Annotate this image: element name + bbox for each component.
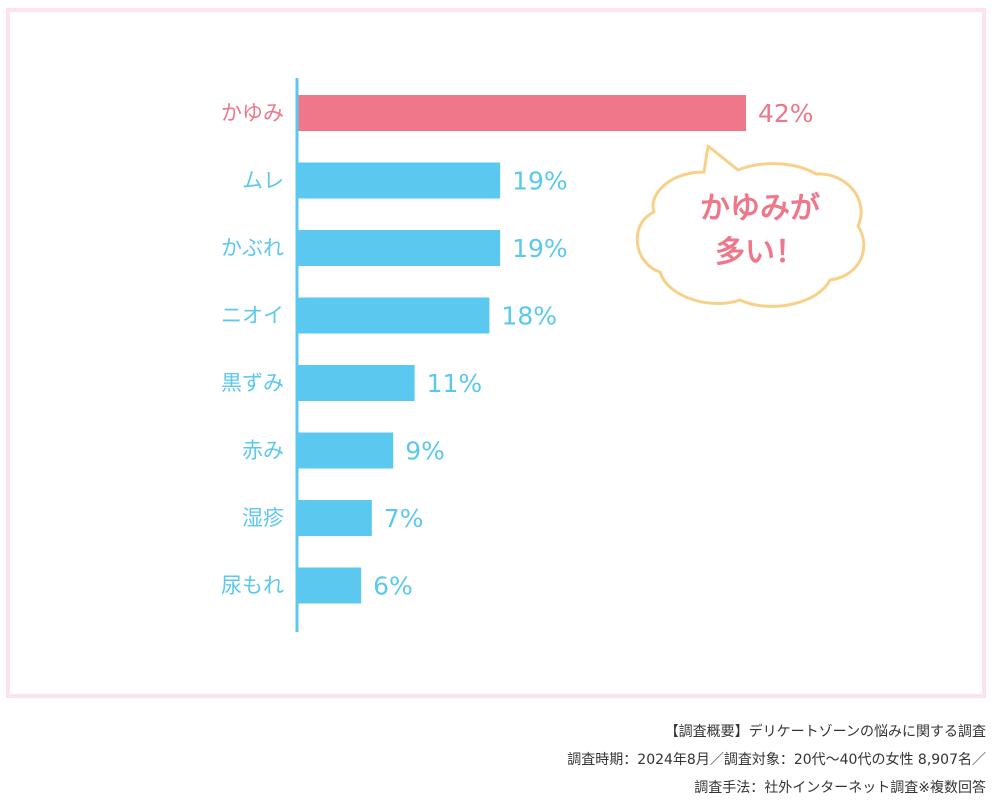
bar-7 [297,567,362,604]
bar-3 [297,297,490,334]
bar-0 [297,95,746,131]
bar-4 [297,365,415,401]
survey-period-target: 調査時期：2024年8月／調査対象：20代〜40代の女性 8,907名／ [567,752,986,768]
category-label-3: ニオイ [221,304,284,328]
category-label-2: かぶれ [221,236,284,260]
value-label-0: 42% [758,99,814,128]
bar-chart: かゆみ 42% ムレ 19% かぶれ 19% ニオイ 18% 黒ずみ 11% 赤み 9% 湿疹 7% 尿もれ… [221,78,866,632]
category-label-1: ムレ [242,169,284,193]
survey-notes: 【調査概要】デリケートゾーンの悩みに関する調査 調査時期：2024年8月／調査対… [567,718,986,802]
survey-summary: 【調査概要】デリケートゾーンの悩みに関する調査 [664,724,986,740]
bar-5 [297,432,394,469]
callout-line-2: 多い！ [715,235,805,270]
value-label-3: 18% [501,302,557,331]
survey-method: 調査手法：社外インターネット調査※複数回答 [694,780,986,796]
category-label-0: かゆみ [221,101,284,125]
bar-2 [297,230,501,266]
category-label-5: 赤み [242,439,284,463]
value-label-6: 7% [384,504,424,533]
value-label-4: 11% [427,369,483,398]
callout-cloud [635,144,866,308]
category-label-4: 黒ずみ [221,371,284,395]
value-label-5: 9% [405,437,445,466]
category-label-6: 湿疹 [242,506,284,530]
bar-1 [297,162,501,199]
value-label-7: 6% [373,572,413,601]
value-label-2: 19% [512,234,568,263]
callout-line-1: かゆみが [700,191,820,226]
category-label-7: 尿もれ [221,574,284,598]
bar-6 [297,500,372,536]
callout-bubble: かゆみが 多い！ [635,144,866,308]
value-label-1: 19% [512,167,568,196]
